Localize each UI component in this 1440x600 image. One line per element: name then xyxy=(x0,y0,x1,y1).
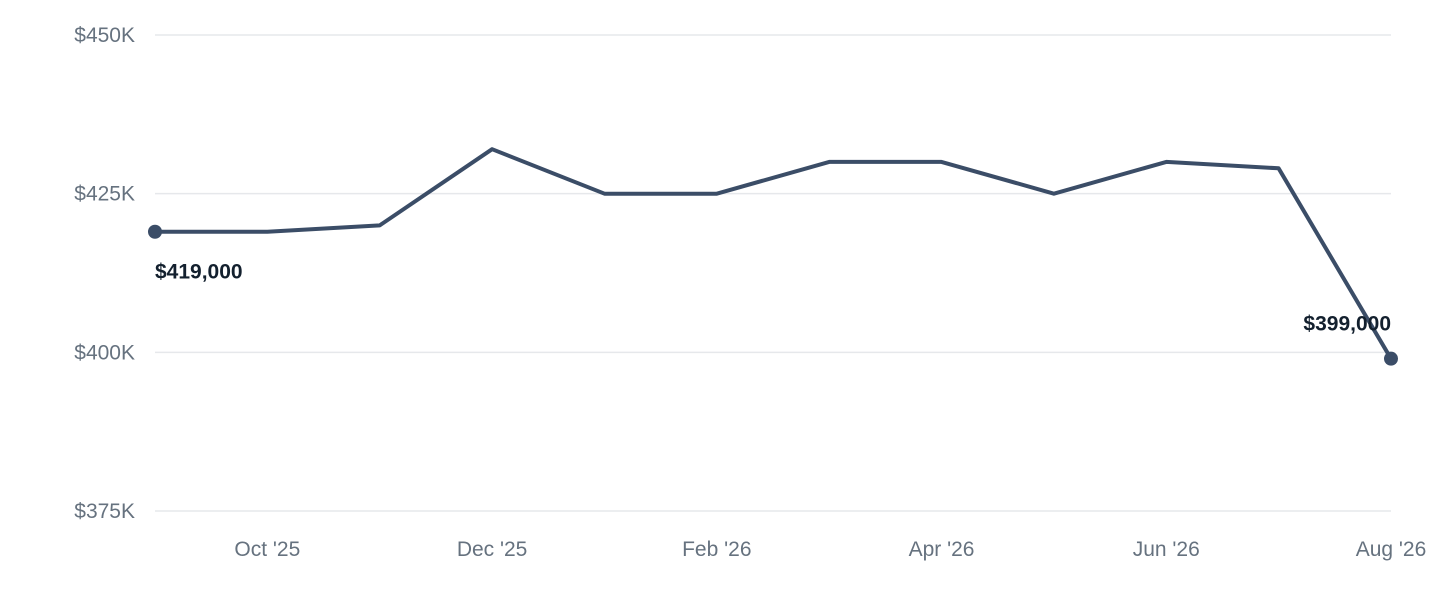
y-tick-label: $425K xyxy=(74,183,135,206)
grid-lines xyxy=(155,34,1391,512)
y-tick-label: $450K xyxy=(74,24,135,47)
y-axis-ticks: $450K $425K $400K $375K xyxy=(74,24,135,523)
data-point-label: $419,000 xyxy=(155,261,243,284)
series-layer xyxy=(153,147,1393,361)
y-tick-label: $400K xyxy=(74,341,135,364)
data-point-marker xyxy=(148,224,162,239)
x-tick-label: Dec '25 xyxy=(457,538,528,561)
x-tick-label: Feb '26 xyxy=(682,538,751,561)
series-line xyxy=(153,147,1393,361)
x-tick-label: Oct '25 xyxy=(234,538,300,561)
annotation-layer: $419,000 $399,000 xyxy=(148,224,1398,366)
x-tick-label: Aug '26 xyxy=(1356,538,1427,561)
x-axis-ticks: Oct '25 Dec '25 Feb '26 Apr '26 Jun '26 Aug '… xyxy=(234,538,1426,561)
data-point-label: $399,000 xyxy=(1303,313,1391,336)
x-tick-label: Jun '26 xyxy=(1133,538,1200,561)
x-tick-label: Apr '26 xyxy=(909,538,975,561)
data-point-marker xyxy=(1384,351,1398,366)
y-tick-label: $375K xyxy=(74,500,135,523)
